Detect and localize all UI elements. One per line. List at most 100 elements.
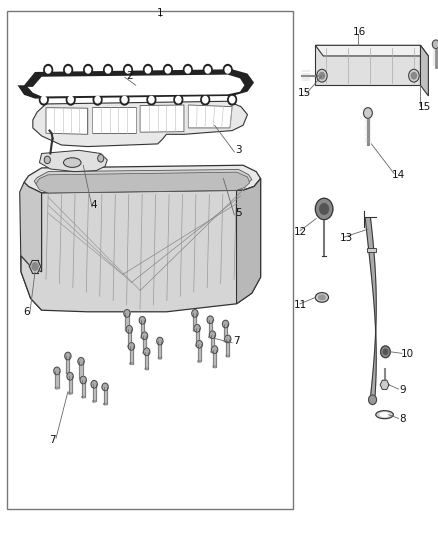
Circle shape [68,96,73,103]
Polygon shape [193,313,197,330]
Circle shape [144,64,152,75]
Circle shape [44,64,53,75]
Circle shape [157,337,163,345]
Text: 11: 11 [293,300,307,310]
Text: 16: 16 [353,27,366,37]
Polygon shape [46,108,88,134]
Circle shape [225,67,230,73]
Circle shape [163,64,172,75]
Circle shape [106,67,111,73]
Circle shape [144,348,150,356]
Ellipse shape [213,366,216,368]
Polygon shape [420,45,428,96]
Text: 14: 14 [392,170,405,180]
Circle shape [185,67,191,73]
Circle shape [139,317,145,324]
Polygon shape [130,346,133,364]
Circle shape [223,64,232,75]
Circle shape [102,383,108,391]
Circle shape [46,67,51,73]
Circle shape [207,316,213,324]
Text: 12: 12 [293,227,307,237]
Circle shape [194,325,200,332]
Text: 7: 7 [49,435,56,445]
Text: 15: 15 [298,88,311,98]
Circle shape [93,94,102,105]
Ellipse shape [145,368,148,370]
Ellipse shape [143,352,146,354]
Text: 3: 3 [235,146,242,155]
Circle shape [203,64,212,75]
Ellipse shape [211,351,214,353]
Polygon shape [125,313,129,330]
Circle shape [409,69,419,82]
Ellipse shape [92,401,96,402]
Ellipse shape [226,355,230,357]
Circle shape [95,96,100,103]
Circle shape [320,204,328,214]
Circle shape [165,67,170,73]
Polygon shape [18,69,254,99]
Ellipse shape [193,329,197,331]
Polygon shape [141,320,144,337]
Ellipse shape [315,293,328,302]
Polygon shape [145,352,148,369]
Circle shape [128,343,134,350]
Ellipse shape [55,387,59,389]
Circle shape [432,40,438,49]
Circle shape [192,310,198,317]
Circle shape [39,94,48,105]
Polygon shape [81,380,85,397]
Circle shape [125,67,131,73]
Ellipse shape [376,410,393,419]
Circle shape [66,94,75,105]
Circle shape [176,96,181,103]
Polygon shape [195,328,199,345]
Polygon shape [315,45,428,56]
Circle shape [383,349,388,354]
Circle shape [174,94,183,105]
Polygon shape [367,248,376,252]
Text: 2: 2 [126,71,133,80]
Circle shape [44,156,50,164]
Polygon shape [20,182,42,310]
Ellipse shape [81,397,85,398]
Text: 4: 4 [91,200,98,210]
Polygon shape [213,350,216,367]
Circle shape [80,376,86,384]
Polygon shape [224,324,227,341]
Ellipse shape [127,346,131,348]
Ellipse shape [79,377,83,379]
Ellipse shape [208,336,212,338]
Circle shape [126,326,132,333]
Circle shape [205,67,210,73]
Circle shape [212,346,218,353]
Ellipse shape [130,362,133,365]
Ellipse shape [103,403,107,405]
Polygon shape [92,384,96,401]
Text: 15: 15 [418,102,431,111]
Polygon shape [36,172,250,193]
Polygon shape [365,219,376,402]
Polygon shape [92,107,136,133]
Ellipse shape [158,357,162,359]
Ellipse shape [198,360,201,362]
Polygon shape [66,356,70,373]
Circle shape [201,94,210,105]
Polygon shape [143,336,146,353]
Circle shape [91,381,97,388]
Polygon shape [34,169,252,190]
Circle shape [317,69,327,82]
Circle shape [41,96,46,103]
Polygon shape [28,75,244,96]
Text: 5: 5 [235,208,242,218]
Ellipse shape [141,337,144,338]
Circle shape [411,72,417,79]
Circle shape [120,94,129,105]
Circle shape [141,332,148,340]
Text: 1: 1 [156,9,163,18]
Polygon shape [315,45,420,85]
Circle shape [196,341,202,348]
Ellipse shape [318,295,325,300]
Ellipse shape [68,392,72,394]
